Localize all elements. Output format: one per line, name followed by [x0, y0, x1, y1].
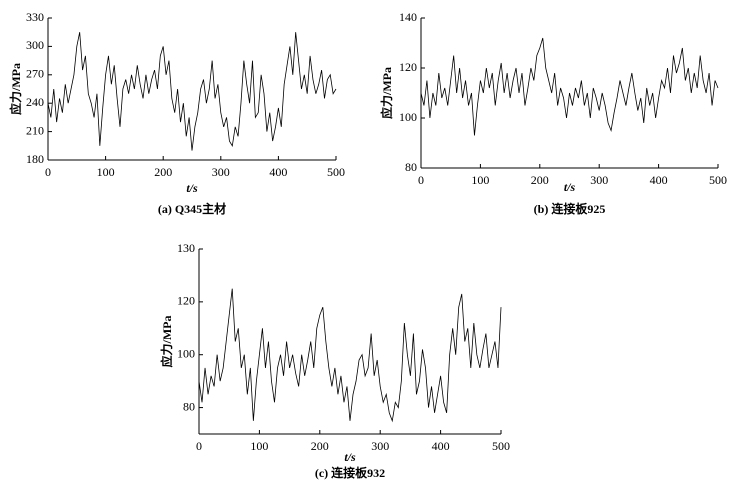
- y-tick-label: 330: [26, 10, 44, 24]
- x-axis-label: t/s: [186, 181, 198, 195]
- y-tick-label: 120: [399, 60, 417, 74]
- y-tick-label: 270: [26, 67, 44, 81]
- x-tick-label: 400: [650, 173, 668, 187]
- x-tick-label: 500: [709, 173, 727, 187]
- stress-line: [47, 32, 337, 151]
- x-axis-label: t/s: [564, 180, 576, 194]
- x-tick-label: 200: [531, 173, 549, 187]
- x-tick-label: 0: [45, 165, 51, 179]
- x-axis-label: t/s: [344, 450, 356, 464]
- x-tick-label: 300: [212, 165, 230, 179]
- caption: (c) 连接板932: [315, 465, 385, 480]
- y-tick-label: 130: [177, 241, 195, 255]
- y-axis-label: 应力/MPa: [159, 316, 174, 368]
- y-tick-label: 240: [26, 95, 44, 109]
- y-tick-label: 80: [405, 160, 417, 174]
- y-tick-label: 210: [26, 123, 44, 137]
- stress-line: [420, 37, 719, 136]
- y-axis-label: 应力/MPa: [8, 63, 23, 115]
- y-tick-label: 80: [183, 399, 195, 413]
- x-tick-label: 0: [418, 173, 424, 187]
- x-tick-label: 400: [269, 165, 287, 179]
- x-tick-label: 100: [250, 439, 268, 453]
- x-tick-label: 100: [471, 173, 489, 187]
- x-tick-label: 200: [311, 439, 329, 453]
- chart-panel: 80 100 120 140 0 100 200 300 400 500 t/s 应力/MPa (b) …: [379, 10, 727, 216]
- y-axis-label: 应力/MPa: [379, 67, 394, 119]
- y-tick-label: 140: [399, 10, 417, 24]
- x-tick-label: 500: [327, 165, 345, 179]
- chart-panel: 80 100 120 130 0 100 200 300 400 500 t/s 应力/MPa (c) …: [159, 241, 510, 480]
- x-tick-label: 500: [492, 439, 510, 453]
- y-tick-label: 180: [26, 152, 44, 166]
- caption: (b) 连接板925: [534, 201, 606, 216]
- x-tick-label: 300: [590, 173, 608, 187]
- chart-panel: 180 210 240 270 300 330 0 100 200 300 400 500 t/s 应力/…: [8, 10, 345, 216]
- caption: (a) Q345主材: [158, 201, 226, 216]
- y-tick-label: 120: [177, 294, 195, 308]
- y-tick-label: 100: [399, 110, 417, 124]
- y-tick-label: 300: [26, 38, 44, 52]
- y-tick-label: 100: [177, 346, 195, 360]
- x-tick-label: 0: [196, 439, 202, 453]
- x-tick-label: 300: [371, 439, 389, 453]
- x-tick-label: 200: [154, 165, 172, 179]
- x-tick-label: 100: [97, 165, 115, 179]
- stress-line: [198, 288, 502, 423]
- x-tick-label: 400: [432, 439, 450, 453]
